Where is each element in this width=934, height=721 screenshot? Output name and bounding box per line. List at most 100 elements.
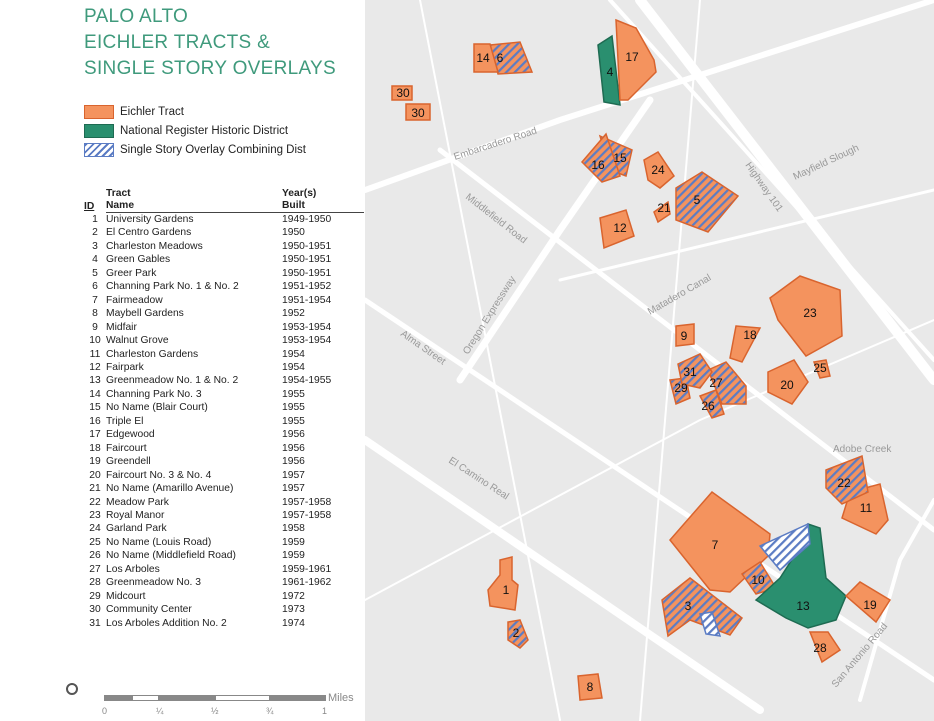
road-label: Adobe Creek	[833, 444, 892, 455]
tract-polygon-8[interactable]	[577, 673, 603, 701]
tract-polygon-30b[interactable]	[405, 103, 431, 121]
san-antonio-road	[858, 498, 934, 702]
cell-nm: Los Arboles Addition No. 2	[106, 617, 227, 629]
cell-yr: 1954	[282, 348, 305, 360]
cell-id: 22	[89, 496, 101, 508]
tract-polygon-14[interactable]	[473, 43, 499, 73]
tract-id-label: 10	[751, 573, 765, 587]
table-row: 7 Fairmeadow 1951-1954	[84, 294, 364, 307]
tract-polygon-9[interactable]	[675, 323, 695, 347]
tract-polygon-22[interactable]	[825, 454, 869, 505]
tract-id-label: 15	[613, 151, 627, 165]
tract-polygon-30a[interactable]	[391, 85, 413, 101]
cell-id: 5	[92, 267, 98, 279]
cell-nm: Greenmeadow No. 1 & No. 2	[106, 375, 239, 387]
cell-id: 13	[89, 375, 101, 387]
tract-id-label: 22	[837, 476, 851, 490]
tract-polygon-3b[interactable]	[699, 611, 722, 637]
cell-yr: 1954-1955	[282, 375, 332, 387]
cell-yr: 1957-1958	[282, 509, 332, 521]
tract-id-label: 9	[681, 329, 688, 343]
tract-polygon-21[interactable]	[653, 200, 671, 224]
cell-yr: 1949-1950	[282, 214, 332, 225]
header-year-1: Year(s)	[282, 188, 317, 199]
tract-polygon-4[interactable]	[597, 34, 621, 106]
cell-yr: 1950-1951	[282, 267, 332, 279]
cell-id: 1	[92, 213, 98, 225]
tract-polygon-27[interactable]	[707, 361, 747, 405]
cell-yr: 1957	[282, 469, 305, 481]
cell-yr: 1953-1954	[282, 335, 332, 347]
tract-id-label: 21	[657, 201, 671, 215]
cell-yr: 1959	[282, 536, 305, 548]
map-canvas[interactable]: Embarcadero Road Middlefield Road Oregon…	[365, 0, 934, 721]
cell-yr: 1958	[282, 523, 305, 535]
tract-polygon-18[interactable]	[729, 325, 762, 363]
cell-yr: 1961-1962	[282, 577, 332, 589]
tract-polygon-5[interactable]	[675, 171, 740, 233]
cell-yr: 1950	[282, 227, 305, 239]
tract-polygon-16[interactable]	[580, 132, 621, 183]
table-row: 12 Fairpark 1954	[84, 361, 364, 374]
tract-polygon-13o[interactable]	[758, 522, 811, 572]
tract-polygon-23[interactable]	[769, 275, 843, 357]
cell-id: 30	[89, 604, 101, 616]
cell-id: 21	[89, 483, 101, 495]
cell-nm: Greer Park	[106, 267, 157, 279]
scale-unit: Miles	[328, 692, 354, 704]
cell-id: 31	[89, 617, 101, 629]
cell-nm: Greendell	[106, 456, 151, 468]
cell-id: 28	[89, 577, 101, 589]
tract-polygon-3[interactable]	[661, 577, 744, 638]
cell-nm: Meadow Park	[106, 496, 169, 508]
tract-polygon-24[interactable]	[643, 151, 675, 189]
tract-polygon-2[interactable]	[507, 619, 529, 649]
cell-nm: Faircourt	[106, 442, 147, 454]
tract-polygon-26[interactable]	[698, 389, 725, 419]
cell-yr: 1955	[282, 388, 305, 400]
cell-nm: Maybell Gardens	[106, 308, 184, 320]
legend-label: National Register Historic District	[120, 124, 289, 137]
header-id: ID	[84, 188, 106, 213]
title-line: EICHLER TRACTS &	[84, 32, 271, 53]
minor-road	[365, 319, 934, 601]
tract-id-label: 6	[497, 51, 504, 65]
tract-polygon-1[interactable]	[487, 556, 519, 611]
tract-id-label: 23	[803, 306, 817, 320]
cell-nm: No Name (Blair Court)	[106, 402, 208, 414]
tract-polygon-20[interactable]	[767, 359, 809, 405]
tract-polygon-28[interactable]	[808, 631, 842, 664]
title-line: SINGLE STORY OVERLAYS	[84, 58, 336, 79]
cell-yr: 1959-1961	[282, 563, 332, 575]
cell-nm: No Name (Louis Road)	[106, 536, 212, 548]
cell-id: 6	[92, 281, 98, 293]
tract-polygon-25[interactable]	[812, 359, 831, 379]
cell-nm: Midcourt	[106, 590, 146, 602]
tract-polygon-19[interactable]	[844, 581, 892, 624]
table-row: 18 Faircourt 1956	[84, 442, 364, 455]
tract-id-label: 11	[860, 501, 873, 515]
cell-yr: 1956	[282, 442, 305, 454]
tract-id-label: 30	[396, 86, 410, 100]
scale-tick: ¾	[266, 706, 274, 716]
cell-nm: Royal Manor	[106, 509, 165, 521]
table-row: 19 Greendell 1956	[84, 455, 364, 468]
cell-nm: Charleston Meadows	[106, 240, 203, 252]
tract-polygon-17[interactable]	[615, 18, 657, 101]
cell-yr: 1957	[282, 483, 305, 495]
header-name: Tract Name	[106, 188, 256, 213]
cell-id: 17	[89, 429, 101, 441]
cell-id: 14	[89, 388, 101, 400]
legend-label: Eichler Tract	[120, 105, 184, 118]
table-row: 29 Midcourt 1972	[84, 590, 364, 603]
cell-nm: Faircourt No. 3 & No. 4	[106, 469, 212, 481]
cell-id: 9	[92, 321, 98, 333]
cell-nm: Fairpark	[106, 361, 144, 373]
cell-id: 18	[89, 442, 101, 454]
tract-polygon-12[interactable]	[599, 209, 635, 250]
cell-id: 24	[89, 523, 101, 535]
cell-id: 27	[89, 563, 101, 575]
header-id-label: ID	[84, 200, 95, 212]
tract-polygon-31[interactable]	[677, 353, 713, 389]
cell-nm: Charleston Gardens	[106, 348, 199, 360]
